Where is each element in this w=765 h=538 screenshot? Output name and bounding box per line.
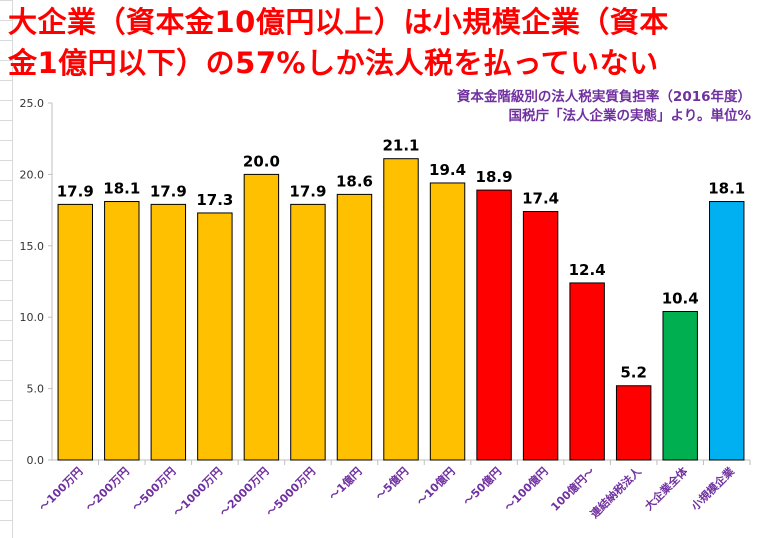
data-label: 10.4: [662, 289, 699, 307]
data-label: 18.9: [476, 168, 513, 186]
x-category-label: ～2000万円: [217, 465, 271, 519]
data-label: 18.1: [708, 180, 745, 198]
source-note-line-2: 国税庁「法人企業の実態」より。単位%: [508, 108, 752, 124]
chart-bars: [57, 158, 745, 461]
x-category-label: ～100万円: [37, 465, 86, 514]
y-tick-label: 10.0: [20, 311, 45, 324]
bar: [615, 385, 652, 461]
chart-title-line-2: 金1億円以下）の57%しか法人税を払っていない: [8, 46, 659, 80]
bar: [662, 310, 698, 461]
x-category-label: ～1億円: [326, 464, 365, 503]
data-label: 17.9: [150, 182, 187, 200]
data-label: 18.1: [103, 180, 140, 198]
data-label: 17.9: [289, 182, 326, 200]
x-category-label: ～50億円: [460, 464, 504, 508]
data-label: 19.4: [429, 161, 466, 179]
data-label: 21.1: [382, 137, 419, 155]
data-label: 17.3: [196, 191, 233, 209]
data-label: 20.0: [243, 152, 280, 170]
bar: [336, 193, 373, 461]
bar: [569, 282, 605, 461]
x-category-label: ～100億円: [501, 464, 550, 513]
y-tick-label: 20.0: [20, 168, 45, 181]
chart-title-line-1: 大企業（資本金10億円以上）は小規模企業（資本: [8, 5, 669, 39]
x-category-label: ～500万円: [130, 465, 179, 514]
y-tick-label: 5.0: [27, 383, 45, 396]
y-tick-label: 0.0: [27, 454, 45, 467]
chart-title: 大企業（資本金10億円以上）は小規模企業（資本 金1億円以下）の57%しか法人税…: [8, 2, 760, 84]
bar: [290, 203, 326, 461]
bar: [197, 212, 233, 461]
data-label: 18.6: [336, 172, 373, 190]
data-label: 17.4: [522, 190, 559, 208]
data-label: 5.2: [620, 364, 647, 382]
bar: [709, 201, 745, 461]
x-category-label: ～5億円: [372, 464, 411, 503]
bar: [429, 182, 466, 461]
bar: [476, 189, 512, 461]
x-category-label: 連結納税法人: [587, 464, 644, 521]
bar: [104, 201, 140, 461]
data-label: 17.9: [57, 182, 94, 200]
x-category-label: ～1000万円: [171, 465, 225, 519]
x-category-label: ～200万円: [83, 465, 132, 514]
x-category-label: ～5000万円: [264, 465, 318, 519]
x-category-label: 大企業全体: [642, 464, 691, 513]
bar: [383, 158, 419, 461]
source-note-line-1: 資本金階級別の法人税実質負担率（2016年度）: [456, 89, 751, 105]
x-category-label: ～10億円: [414, 464, 458, 508]
y-tick-label: 15.0: [20, 240, 45, 253]
bar: [243, 173, 280, 461]
x-category-label: 100億円～: [548, 464, 597, 513]
chart-source-note: 資本金階級別の法人税実質負担率（2016年度） 国税庁「法人企業の実態」より。単…: [421, 88, 751, 126]
bar: [150, 203, 187, 461]
spreadsheet-row-gridlines: [0, 0, 13, 538]
bar: [57, 203, 93, 461]
data-label: 12.4: [569, 261, 606, 279]
x-category-label: 小規模企業: [687, 464, 737, 514]
y-tick-label: 25.0: [20, 97, 45, 110]
bar: [522, 211, 559, 461]
